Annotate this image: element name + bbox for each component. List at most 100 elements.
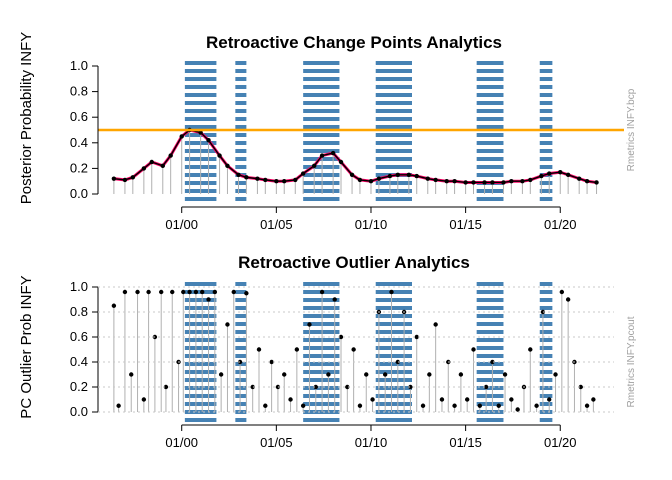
shaded-period-band (303, 314, 340, 318)
shaded-period-band (375, 109, 412, 113)
data-point (244, 291, 249, 296)
shaded-period-band (235, 418, 247, 422)
data-point (433, 177, 438, 183)
x-tick-label: 01/00 (165, 217, 198, 232)
shaded-period-band (184, 394, 217, 398)
shaded-period-band (184, 298, 217, 302)
data-point (483, 384, 489, 390)
data-point (319, 153, 325, 158)
data-point (591, 397, 596, 402)
shaded-period-band (539, 298, 553, 302)
data-point (111, 176, 117, 181)
shaded-period-band (303, 77, 340, 81)
shaded-period-band (375, 314, 412, 318)
data-point (141, 397, 147, 402)
data-point (274, 179, 279, 184)
shaded-period-band (539, 117, 553, 121)
data-point (395, 172, 400, 177)
data-point (520, 179, 525, 184)
shaded-period-band (375, 346, 412, 350)
data-point (288, 397, 293, 402)
y-tick-label: 0.4 (70, 354, 88, 369)
series-line (113, 129, 597, 184)
shaded-period-band (476, 410, 504, 414)
data-point (307, 322, 312, 327)
shaded-period-band (539, 189, 553, 193)
data-point (170, 289, 175, 295)
x-tick-label: 01/05 (260, 217, 293, 232)
data-point (501, 180, 506, 185)
shaded-period-band (235, 370, 247, 374)
shaded-period-band (476, 133, 504, 137)
shaded-period-band (235, 69, 247, 73)
data-point (452, 403, 457, 408)
data-point (528, 177, 533, 183)
data-point (565, 297, 571, 302)
side-label: Rmetrics INFY.bcp (626, 88, 637, 171)
data-point (159, 289, 164, 295)
shaded-period-band (539, 125, 553, 129)
shaded-period-band (539, 93, 553, 97)
shaded-period-band (303, 165, 340, 169)
data-point (236, 172, 241, 177)
shaded-period-band (303, 85, 340, 89)
shaded-period-band (235, 282, 247, 286)
shaded-period-band (303, 394, 340, 398)
data-point (300, 403, 306, 408)
shaded-period-band (375, 306, 412, 310)
data-point (294, 347, 300, 352)
side-label: Rmetrics INFY.pcout (626, 316, 637, 407)
shaded-periods (184, 282, 553, 422)
shaded-period-band (303, 370, 340, 374)
shaded-period-band (235, 410, 247, 414)
data-point (528, 347, 533, 352)
shaded-period-band (235, 378, 247, 382)
shaded-period-band (303, 125, 340, 129)
shaded-period-band (235, 386, 247, 390)
shaded-period-band (235, 338, 247, 342)
y-tick-label: 0.8 (70, 304, 88, 319)
shaded-period-band (303, 173, 340, 177)
data-point (408, 384, 413, 390)
data-point (452, 179, 457, 184)
shaded-period-band (235, 314, 247, 318)
shaded-period-band (476, 386, 504, 390)
shaded-period-band (539, 101, 553, 105)
data-point (482, 180, 487, 185)
data-point (490, 359, 495, 365)
data-point (225, 163, 230, 169)
x-tick-label: 01/00 (165, 435, 198, 450)
shaded-period-band (476, 109, 504, 113)
data-point (206, 138, 211, 143)
y-tick-label: 1.0 (70, 279, 88, 294)
shaded-period-band (303, 61, 340, 65)
x-tick-label: 01/15 (449, 435, 482, 450)
shaded-period-band (375, 149, 412, 153)
shaded-period-band (235, 93, 247, 97)
shaded-period-band (184, 338, 217, 342)
shaded-period-band (539, 181, 553, 185)
shaded-period-band (303, 93, 340, 97)
shaded-period-band (235, 330, 247, 334)
data-point (490, 180, 495, 185)
shaded-period-band (184, 69, 217, 73)
shaded-period-band (375, 133, 412, 137)
shaded-period-band (476, 197, 504, 201)
shaded-period-band (476, 149, 504, 153)
data-point (338, 159, 344, 165)
shaded-period-band (235, 354, 247, 358)
shaded-period-band (476, 346, 504, 350)
data-point (345, 384, 350, 390)
data-point (293, 177, 298, 183)
data-point (212, 289, 218, 295)
shaded-period-band (539, 306, 553, 310)
y-tick-label: 0.2 (70, 160, 88, 175)
data-point (547, 397, 552, 402)
shaded-period-band (476, 362, 504, 366)
shaded-period-band (184, 85, 217, 89)
shaded-period-band (375, 418, 412, 422)
shaded-period-band (539, 378, 553, 382)
data-point (406, 172, 412, 177)
x-tick-label: 01/05 (260, 435, 293, 450)
shaded-period-band (539, 133, 553, 137)
